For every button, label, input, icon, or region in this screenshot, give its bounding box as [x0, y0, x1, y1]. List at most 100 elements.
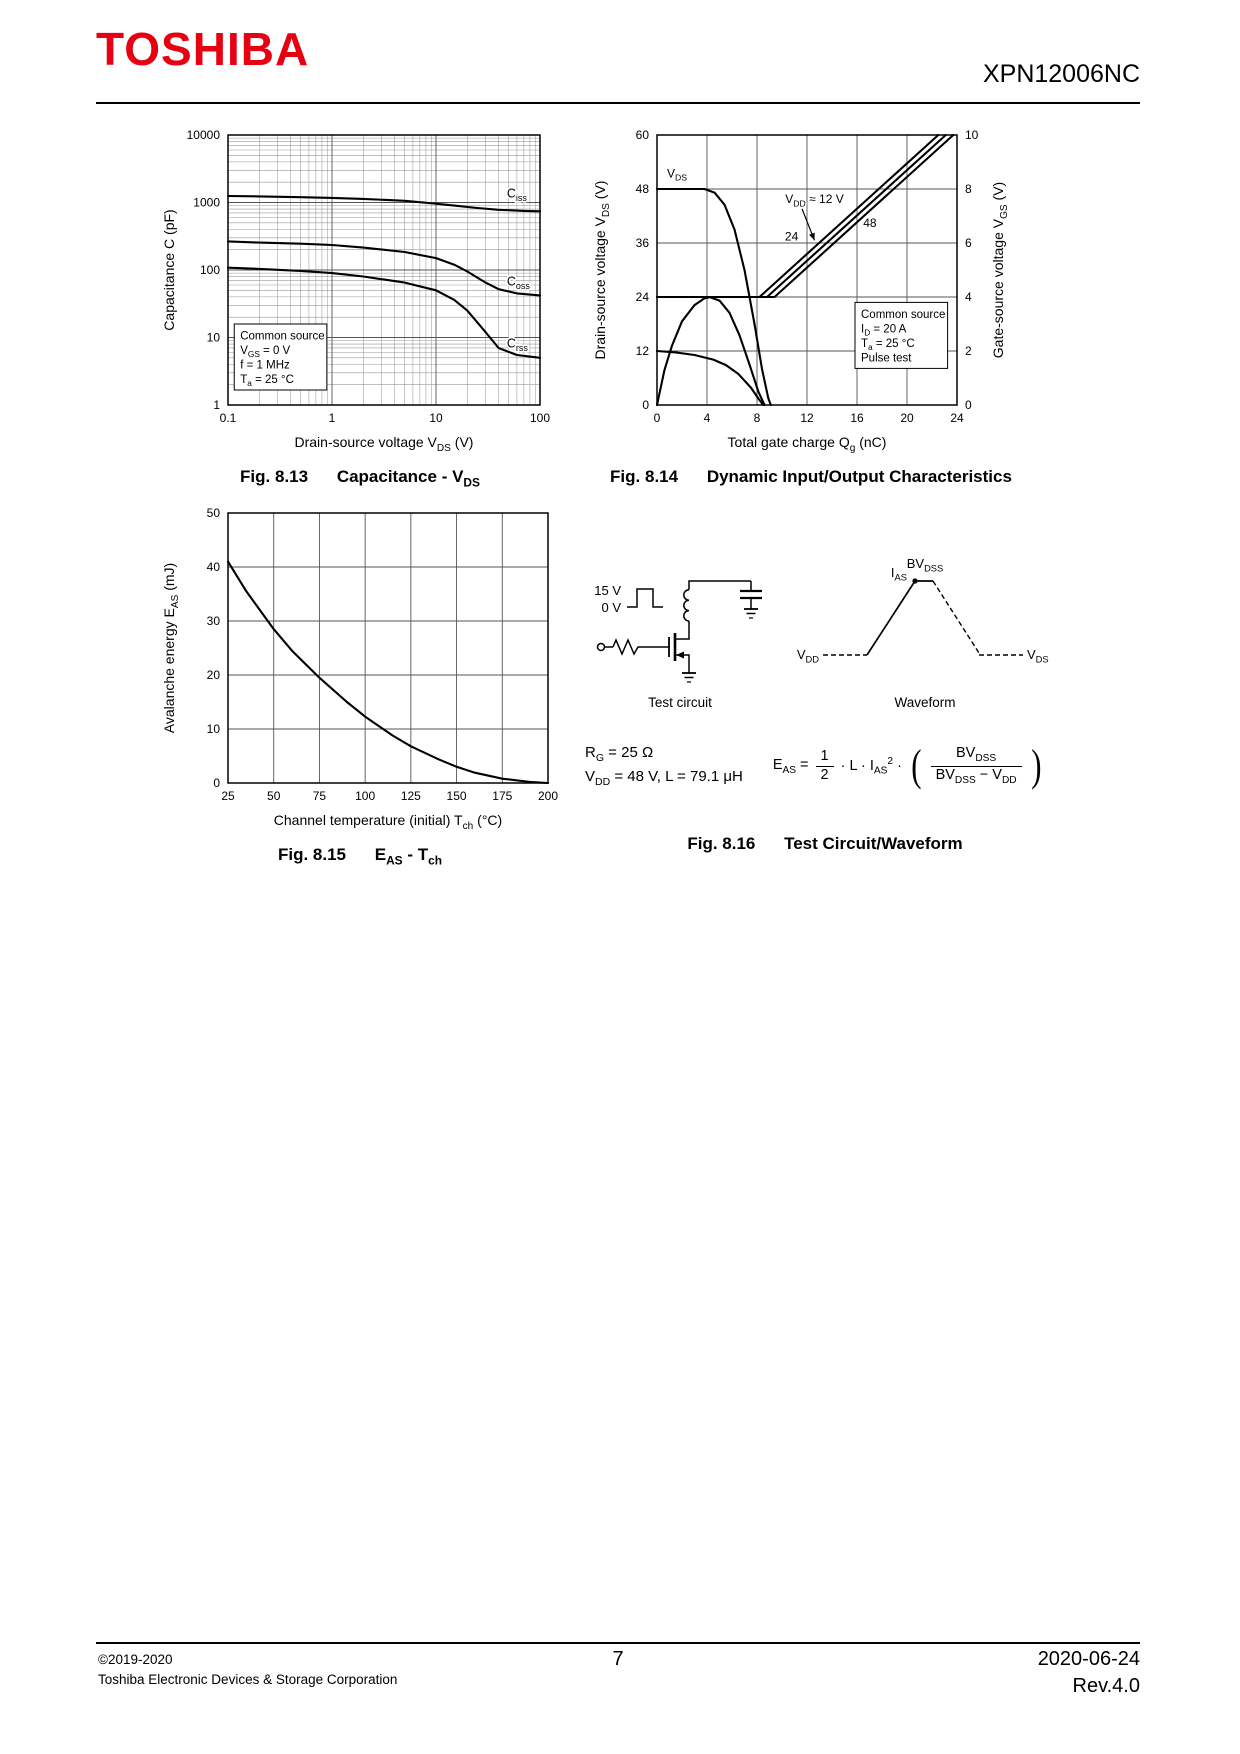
svg-text:10: 10 [207, 331, 221, 345]
svg-text:48: 48 [636, 182, 650, 196]
company-name: Toshiba Electronic Devices & Storage Cor… [98, 1671, 398, 1687]
figure-8-15-caption: Fig. 8.15 EAS - Tch [150, 845, 570, 867]
page-number: 7 [612, 1648, 624, 1670]
revision-number: Rev.4.0 [1072, 1675, 1140, 1697]
svg-text:0: 0 [213, 776, 220, 790]
formula-bvdss-fraction: BVDSS BVDSS − VDD [930, 745, 1022, 786]
svg-text:12: 12 [636, 344, 650, 358]
svg-text:Avalanche energy EAS (mJ): Avalanche energy EAS (mJ) [161, 563, 181, 733]
svg-text:4: 4 [704, 411, 711, 425]
figure-8-14: 0 4 8 12 16 20 24 0 12 24 36 48 60 0 2 4 6 8 10 Total gate … [585, 120, 1037, 487]
svg-text:Test circuit: Test circuit [648, 695, 712, 710]
figure-title: EAS - Tch [374, 845, 443, 868]
svg-text:8: 8 [965, 182, 972, 196]
svg-text:BVDSS: BVDSS [907, 556, 944, 574]
header-rule [96, 102, 1140, 104]
svg-text:Gate-source voltage VGS (V): Gate-source voltage VGS (V) [990, 182, 1010, 358]
svg-text:0: 0 [965, 398, 972, 412]
svg-text:16: 16 [850, 411, 864, 425]
svg-text:200: 200 [538, 789, 558, 803]
svg-text:10000: 10000 [187, 128, 221, 142]
svg-text:VDS: VDS [1027, 647, 1049, 665]
svg-text:Drain-source voltage VDS (V): Drain-source voltage VDS (V) [592, 181, 612, 360]
svg-text:Common source: Common source [861, 309, 945, 321]
svg-text:10: 10 [429, 411, 443, 425]
svg-text:6: 6 [965, 236, 972, 250]
rg-condition: RG = 25 Ω [585, 744, 654, 764]
test-conditions-and-formula: RG = 25 Ω VDD = 48 V, L = 79.1 μH EAS = … [585, 740, 1065, 792]
open-paren: ( [911, 741, 922, 791]
figure-8-14-caption: Fig. 8.14 Dynamic Input/Output Character… [585, 467, 1037, 487]
svg-text:10: 10 [965, 128, 979, 142]
svg-text:VDD ≈ 12 V: VDD ≈ 12 V [785, 192, 843, 208]
figure-8-13-caption: Fig. 8.13 Capacitance - VDS [150, 467, 570, 489]
svg-text:Drain-source voltage VDS (V): Drain-source voltage VDS (V) [295, 434, 474, 454]
svg-text:Pulse test: Pulse test [861, 352, 912, 364]
figure-8-15: 25 50 75 100 125 150 175 200 0 10 20 30 40 50 Channel … [150, 498, 570, 867]
svg-text:24: 24 [950, 411, 964, 425]
figure-title: Capacitance - VDS [336, 467, 480, 490]
svg-text:VDD: VDD [797, 647, 819, 665]
figure-8-16-caption: Fig. 8.16 Test Circuit/Waveform [585, 834, 1065, 854]
svg-text:1: 1 [213, 398, 220, 412]
figure-8-13: 0.1 1 10 100 1 10 100 1000 10000 Drain-source vol… [150, 120, 570, 489]
svg-text:VDS: VDS [667, 166, 687, 182]
svg-text:0: 0 [642, 398, 649, 412]
formula-lhs: EAS = [772, 756, 809, 776]
svg-text:100: 100 [200, 263, 220, 277]
svg-text:0: 0 [654, 411, 661, 425]
svg-text:100: 100 [530, 411, 550, 425]
svg-text:ID = 20 A: ID = 20 A [861, 323, 907, 337]
test-conditions: RG = 25 Ω VDD = 48 V, L = 79.1 μH [585, 740, 743, 792]
svg-text:125: 125 [401, 789, 421, 803]
svg-text:Ciss: Ciss [507, 187, 528, 204]
svg-text:50: 50 [267, 789, 281, 803]
svg-text:IAS: IAS [891, 565, 907, 583]
figure-number: Fig. 8.15 [277, 845, 347, 864]
svg-text:30: 30 [207, 614, 221, 628]
svg-text:Capacitance C (pF): Capacitance C (pF) [161, 209, 177, 330]
svg-text:150: 150 [447, 789, 467, 803]
svg-text:75: 75 [313, 789, 327, 803]
svg-text:0.1: 0.1 [220, 411, 237, 425]
svg-text:24: 24 [785, 229, 799, 243]
svg-text:1: 1 [329, 411, 336, 425]
avalanche-energy-chart: 25 50 75 100 125 150 175 200 0 10 20 30 40 50 Channel … [161, 506, 558, 832]
figure-title: Test Circuit/Waveform [784, 834, 963, 853]
svg-text:2: 2 [965, 344, 972, 358]
svg-text:175: 175 [492, 789, 512, 803]
figure-title: Dynamic Input/Output Characteristics [706, 467, 1012, 486]
svg-text:Common source: Common source [240, 331, 324, 343]
svg-text:15 V: 15 V [594, 583, 621, 598]
svg-text:8: 8 [754, 411, 761, 425]
svg-text:24: 24 [636, 290, 650, 304]
document-date: 2020-06-24 [1037, 1648, 1140, 1670]
figure-number: Fig. 8.14 [610, 467, 679, 486]
formula-middle: · L · IAS2 · [840, 755, 902, 777]
svg-text:Crss: Crss [507, 336, 529, 353]
svg-text:36: 36 [636, 236, 650, 250]
footer: ©2019-2020 Toshiba Electronic Devices & … [96, 1642, 1140, 1714]
svg-text:100: 100 [355, 789, 375, 803]
vdd-condition: VDD = 48 V, L = 79.1 μH [585, 768, 743, 788]
footer-copyright-block: ©2019-2020 Toshiba Electronic Devices & … [98, 1650, 397, 1689]
svg-text:48: 48 [863, 216, 877, 230]
svg-text:25: 25 [221, 789, 235, 803]
svg-text:Ta = 25 °C: Ta = 25 °C [240, 374, 294, 388]
svg-text:40: 40 [207, 560, 221, 574]
figure-number: Fig. 8.13 [240, 467, 309, 486]
figure-8-16: 15 V 0 V Test circuit BVDSS IAS VDD VDS Wavefor… [585, 535, 1065, 854]
copyright-text: ©2019-2020 [98, 1652, 173, 1667]
svg-text:20: 20 [207, 668, 221, 682]
svg-text:0 V: 0 V [601, 600, 621, 615]
svg-text:1000: 1000 [193, 196, 220, 210]
svg-text:f = 1 MHz: f = 1 MHz [240, 360, 290, 372]
svg-text:Coss: Coss [507, 274, 531, 291]
part-number: XPN12006NC [982, 60, 1140, 88]
svg-text:Waveform: Waveform [894, 695, 955, 710]
svg-text:12: 12 [800, 411, 814, 425]
